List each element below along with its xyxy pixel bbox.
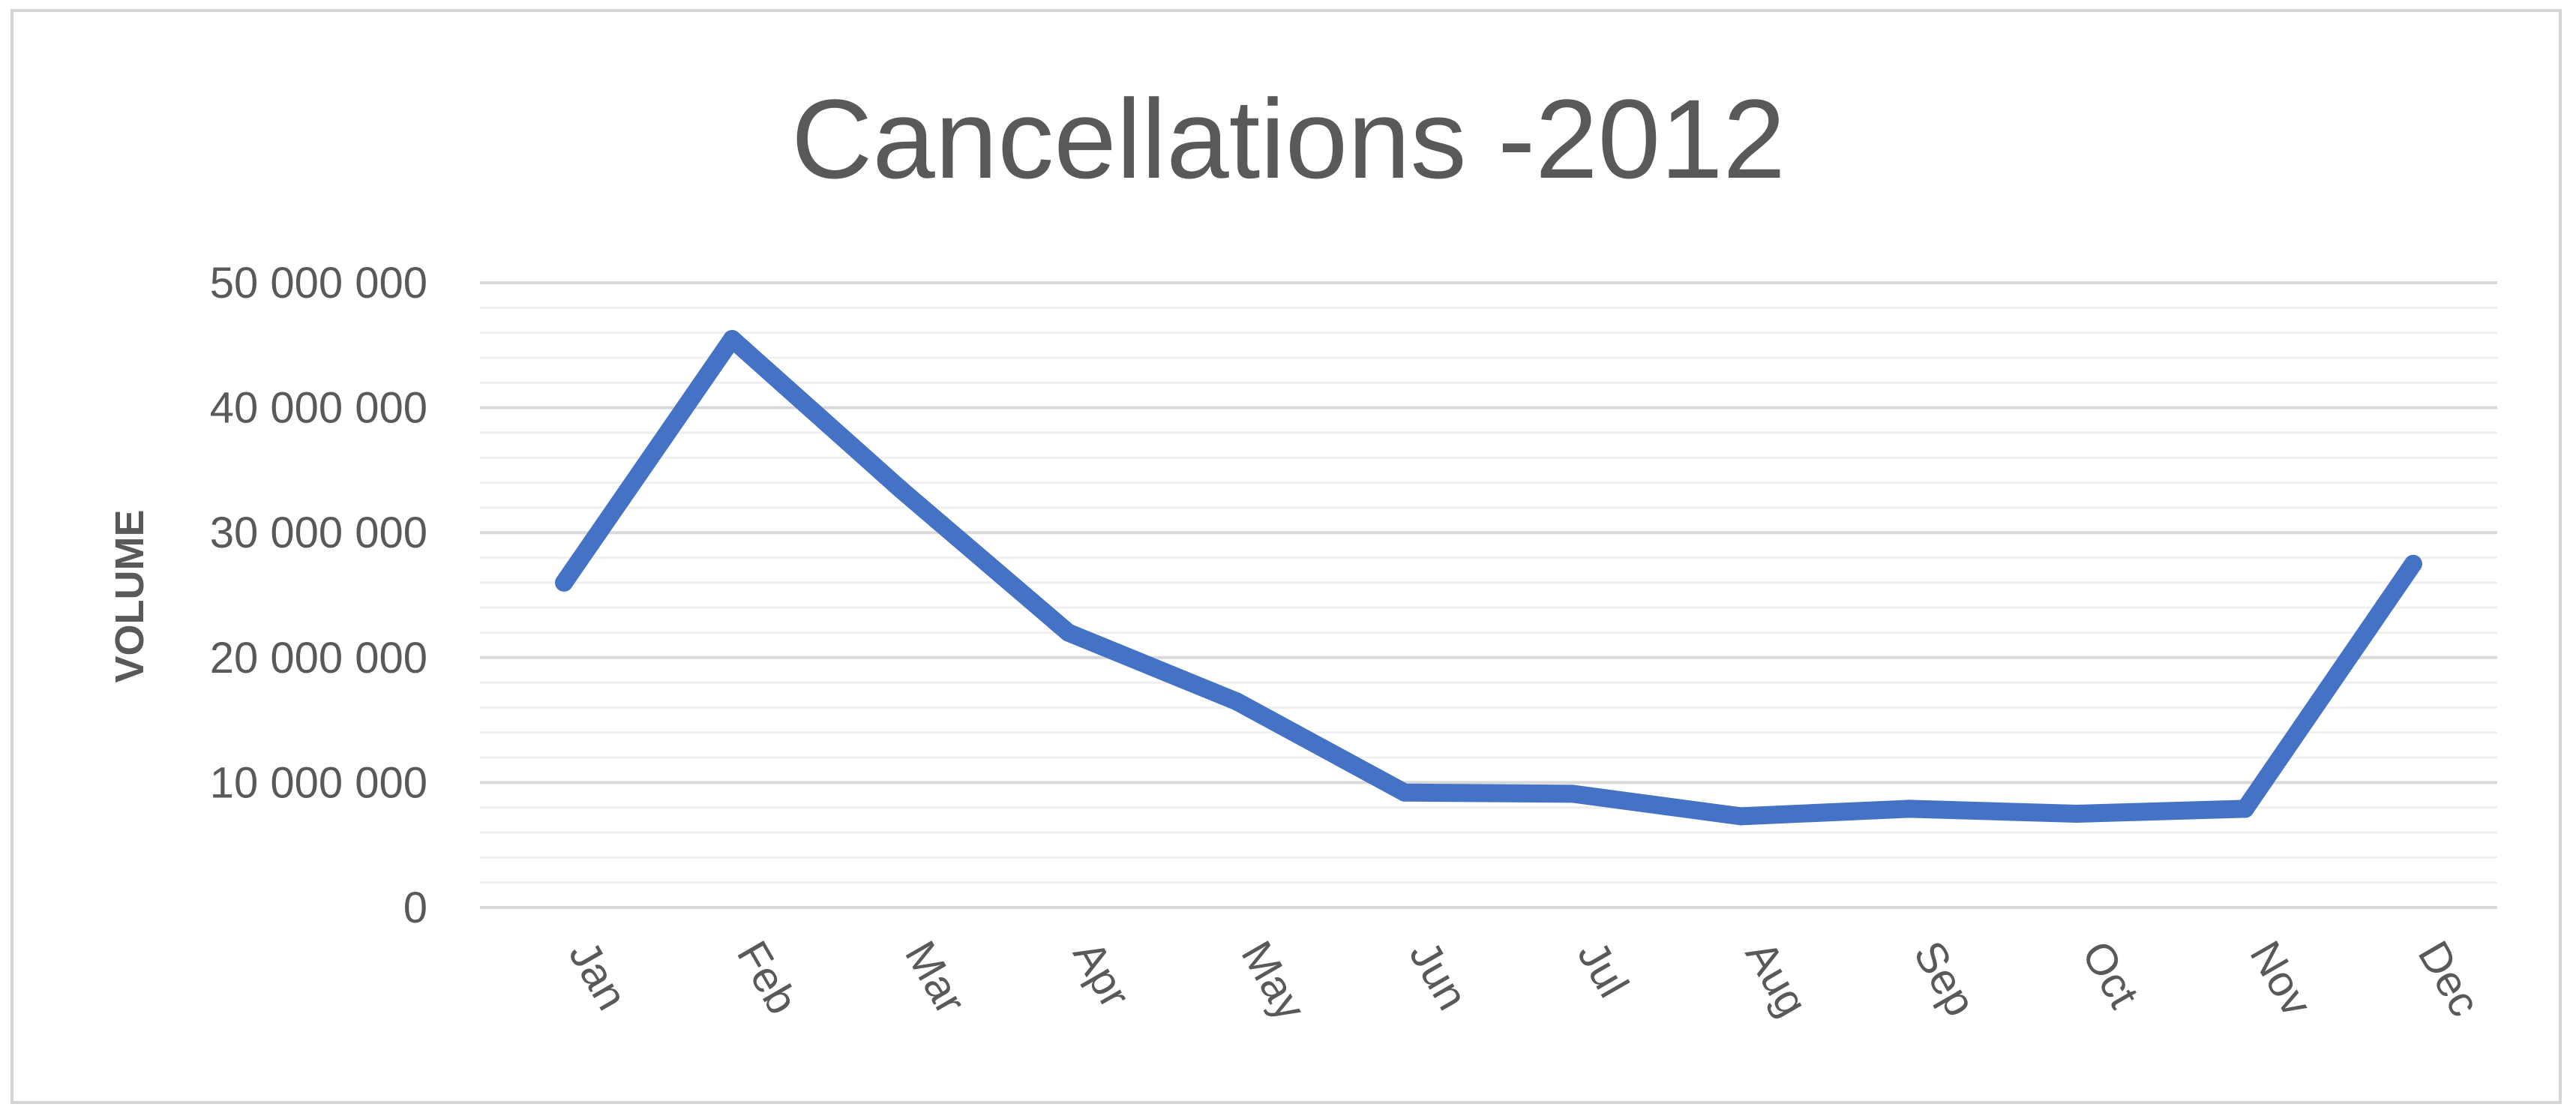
data-point [723, 329, 742, 348]
x-tick-label: Sep [1904, 933, 1985, 1024]
x-axis-tick-labels: Jan Feb Mar Apr May Jun Jul Aug Sep Oct Nov Dec [559, 933, 2490, 1028]
y-tick-label: 20 000 000 [210, 634, 427, 682]
x-tick-label: Jun [1400, 933, 1477, 1018]
y-axis-title: VOLUME [107, 509, 152, 682]
series-layer [555, 329, 2422, 826]
x-tick-label: Mar [895, 933, 975, 1022]
series-line [555, 330, 2422, 826]
data-point [1059, 623, 1078, 642]
data-point [2236, 800, 2254, 818]
x-tick-label: Nov [2240, 933, 2321, 1024]
x-tick-label: Dec [2409, 933, 2490, 1024]
chart-title: Cancellations -2012 [791, 76, 1786, 202]
data-point [891, 479, 910, 498]
x-tick-label: May [1231, 933, 1315, 1028]
data-point [1227, 692, 1246, 711]
data-point [2068, 805, 2086, 824]
x-tick-label: Oct [2072, 933, 2148, 1016]
data-point [1395, 783, 1414, 802]
chart-frame [10, 9, 2562, 1104]
y-tick-label: 50 000 000 [210, 259, 427, 308]
x-tick-label: Jan [559, 933, 637, 1018]
x-tick-label: Aug [1736, 933, 1817, 1024]
data-point [555, 573, 574, 592]
y-tick-label: 40 000 000 [210, 384, 427, 433]
data-point [2404, 554, 2422, 573]
data-point [1564, 784, 1582, 803]
x-tick-label: Jul [1568, 933, 1638, 1006]
data-point [1900, 800, 1918, 818]
minor-gridlines [480, 306, 2497, 884]
y-axis-tick-labels: 0 10 000 000 20 000 000 30 000 000 40 000 00… [210, 259, 427, 932]
major-gridlines [480, 281, 2497, 909]
y-tick-label: 10 000 000 [210, 758, 427, 807]
y-tick-label: 0 [403, 884, 427, 932]
data-point [1732, 807, 1750, 826]
x-tick-label: Apr [1063, 933, 1139, 1016]
x-tick-label: Feb [727, 933, 807, 1022]
y-tick-label: 30 000 000 [210, 508, 427, 557]
